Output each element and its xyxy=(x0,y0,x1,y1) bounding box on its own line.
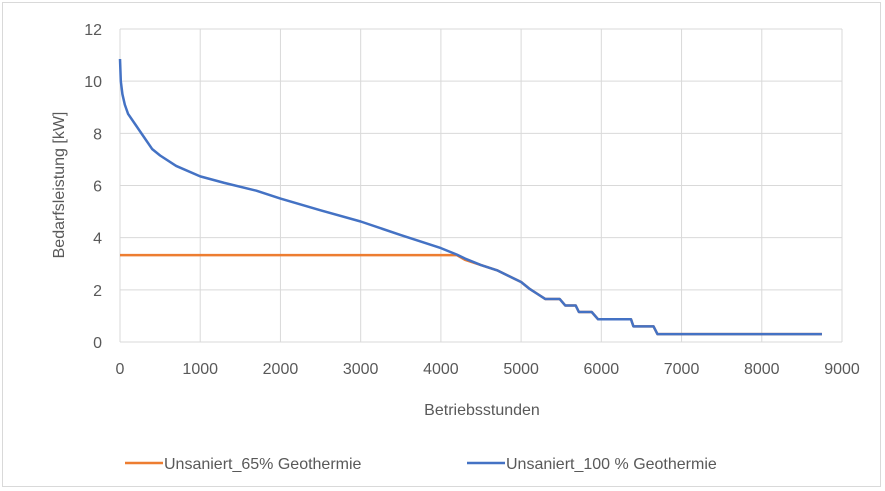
y-tick-label: 8 xyxy=(93,126,102,143)
x-tick-label: 6000 xyxy=(584,361,620,378)
y-tick-label: 10 xyxy=(84,74,102,91)
x-tick-label: 3000 xyxy=(343,361,379,378)
x-tick-label: 4000 xyxy=(423,361,459,378)
x-tick-label: 8000 xyxy=(744,361,780,378)
x-tick-label: 2000 xyxy=(263,361,299,378)
y-tick-label: 12 xyxy=(84,22,102,39)
y-axis-label: Bedarfsleistung [kW] xyxy=(51,112,68,259)
y-tick-labels: 0 2 4 6 8 10 12 xyxy=(84,22,102,352)
legend-label-2: Unsaniert_100 % Geothermie xyxy=(506,456,717,473)
series-line-1 xyxy=(120,253,822,336)
legend-label-1: Unsaniert_65% Geothermie xyxy=(164,456,362,473)
x-tick-labels: 0 1000 2000 3000 4000 5000 6000 7000 8000 9000 xyxy=(116,361,860,378)
x-tick-label: 5000 xyxy=(503,361,539,378)
x-tick-label: 9000 xyxy=(824,361,860,378)
series-line-2 xyxy=(118,58,822,336)
legend: Unsaniert_65% Geothermie Unsaniert_100 % … xyxy=(125,456,717,473)
x-tick-label: 1000 xyxy=(182,361,218,378)
x-tick-label: 7000 xyxy=(664,361,700,378)
x-tick-label: 0 xyxy=(116,361,125,378)
y-tick-label: 4 xyxy=(93,231,102,248)
gridlines xyxy=(119,28,843,343)
x-axis-label: Betriebsstunden xyxy=(424,402,540,419)
y-tick-label: 6 xyxy=(93,179,102,196)
y-tick-label: 2 xyxy=(93,283,102,300)
y-tick-label: 0 xyxy=(93,335,102,352)
series-group xyxy=(118,58,822,336)
